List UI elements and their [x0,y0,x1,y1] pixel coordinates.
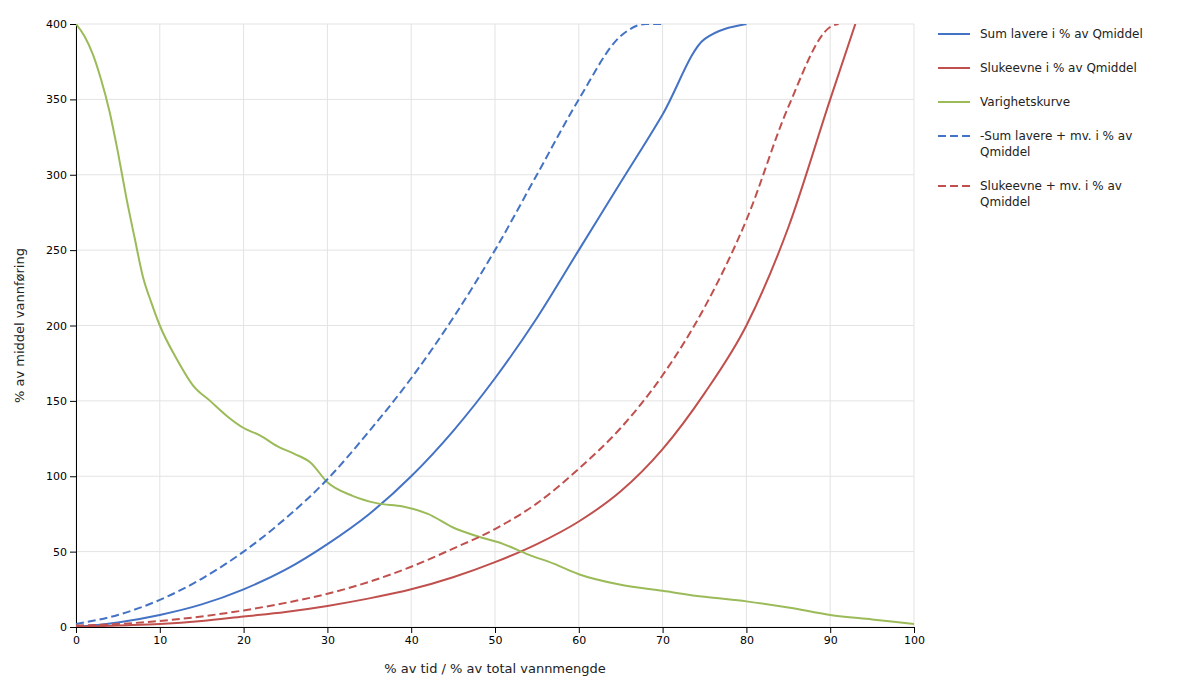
x-tick-mark [914,627,915,633]
x-tick-mark [579,627,580,633]
legend-item: Varighetskurve [938,95,1070,109]
y-tick: 400 [46,18,76,31]
legend-swatch [938,185,970,187]
x-axis: 0 10 20 30 40 50 60 70 80 90 100 [73,627,925,647]
x-tick-label: 60 [572,634,586,647]
legend-label: Slukeevne + mv. i % avQmiddel [980,179,1122,209]
y-tick: 150 [46,395,76,408]
x-axis-title: % av tid / % av total vannmengde [384,661,606,676]
y-tick-mark [70,326,76,327]
legend-item: -Sum lavere + mv. i % avQmiddel [938,129,1132,159]
y-tick: 0 [60,621,76,634]
x-tick: 30 [321,627,335,647]
y-tick-label: 350 [46,93,67,106]
legend: Sum lavere i % av Qmiddel Slukeevne i % a… [938,27,1143,209]
grid [76,24,914,627]
y-tick-label: 150 [46,395,67,408]
x-tick-mark [411,627,412,633]
x-tick-mark [663,627,664,633]
x-tick: 60 [572,627,586,647]
x-tick-label: 30 [321,634,335,647]
y-tick-mark [70,250,76,251]
legend-label: Sum lavere i % av Qmiddel [980,27,1143,41]
series-line [76,24,663,624]
x-tick: 40 [405,627,419,647]
y-tick-label: 0 [60,621,67,634]
y-tick-mark [70,175,76,176]
series-line [76,24,839,625]
y-tick-mark [70,552,76,553]
y-tick-label: 300 [46,169,67,182]
x-tick: 90 [824,627,838,647]
x-tick-label: 90 [824,634,838,647]
legend-label: Varighetskurve [980,95,1070,109]
legend-swatch [938,135,970,137]
x-axis-line [77,628,915,634]
legend-swatch [938,101,970,103]
x-tick-label: 10 [153,634,167,647]
x-tick-label: 40 [405,634,419,647]
x-tick-label: 20 [237,634,251,647]
grid-line-y [76,99,914,100]
x-tick-label: 70 [656,634,670,647]
grid-line-y [76,24,914,25]
x-tick: 80 [740,627,754,647]
x-tick-mark [160,627,161,633]
x-tick: 10 [153,627,167,647]
x-tick: 0 [73,627,80,647]
y-tick-mark [70,627,76,628]
y-axis: 0 50 100 150 200 250 300 350 400 [46,18,77,634]
y-tick: 350 [46,93,76,106]
x-tick-label: 80 [740,634,754,647]
y-tick-label: 200 [46,320,67,333]
y-tick: 50 [53,546,76,559]
x-tick-mark [746,627,747,633]
grid-line-y [76,476,914,477]
x-tick-mark [830,627,831,633]
y-tick-label: 50 [53,546,67,559]
y-tick: 100 [46,470,76,483]
x-tick: 20 [237,627,251,647]
legend-swatch [938,33,970,35]
x-tick-mark [327,627,328,633]
x-tick-mark [244,627,245,633]
lines [76,24,914,627]
y-axis-title: % av middel vannføring [12,248,27,403]
y-tick: 300 [46,169,76,182]
y-tick-label: 250 [46,244,67,257]
grid-line-y [76,400,914,401]
x-tick: 100 [904,627,925,647]
legend-label: -Sum lavere + mv. i % avQmiddel [980,129,1132,159]
y-tick-mark [70,476,76,477]
legend-item: Sum lavere i % av Qmiddel [938,27,1143,41]
y-tick-mark [70,401,76,402]
y-tick-label: 100 [46,470,67,483]
x-tick-label: 50 [489,634,503,647]
series-line [76,24,855,627]
grid-line-y [76,551,914,552]
grid-line-y [76,325,914,326]
x-tick: 70 [656,627,670,647]
legend-item: Slukeevne + mv. i % avQmiddel [938,179,1122,209]
x-tick-mark [495,627,496,633]
x-tick-label: 0 [73,634,80,647]
plot-area: 0 10 20 30 40 50 60 70 80 90 100 0 50 100 150 200 250 300… [12,18,925,676]
y-tick-label: 400 [46,18,67,31]
y-axis-line [70,25,77,628]
legend-item: Slukeevne i % av Qmiddel [938,61,1137,75]
series-line [76,24,914,624]
grid-line-y [76,174,914,175]
x-tick: 50 [489,627,503,647]
y-tick-mark [70,99,76,100]
legend-swatch [938,67,970,69]
series-line [76,24,746,627]
x-tick-label: 100 [904,634,925,647]
legend-label: Slukeevne i % av Qmiddel [980,61,1137,75]
y-tick: 200 [46,320,76,333]
y-tick: 250 [46,244,76,257]
chart: 0 10 20 30 40 50 60 70 80 90 100 0 50 100 150 200 250 300… [0,0,1184,689]
y-tick-mark [70,24,76,25]
